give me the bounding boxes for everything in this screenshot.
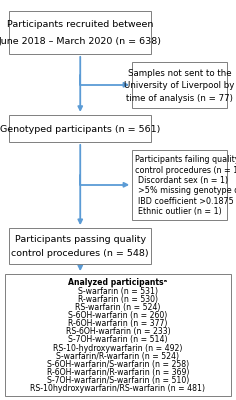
Text: S-warfarin/R-warfarin (n = 524): S-warfarin/R-warfarin (n = 524) <box>56 352 180 361</box>
Text: Participants failing quality: Participants failing quality <box>135 156 236 164</box>
FancyBboxPatch shape <box>9 11 151 54</box>
FancyBboxPatch shape <box>9 115 151 142</box>
Text: S-6OH-warfarin/S-warfarin (n = 258): S-6OH-warfarin/S-warfarin (n = 258) <box>47 360 189 369</box>
Text: Participants recruited between: Participants recruited between <box>7 20 153 29</box>
FancyBboxPatch shape <box>9 228 151 264</box>
Text: R-6OH-warfarin/R-warfarin (n = 369): R-6OH-warfarin/R-warfarin (n = 369) <box>47 368 189 377</box>
Text: RS-warfarin (n = 524): RS-warfarin (n = 524) <box>75 303 161 312</box>
Text: Genotyped participants (n = 561): Genotyped participants (n = 561) <box>0 125 160 134</box>
Text: Discordant sex (n = 1): Discordant sex (n = 1) <box>138 176 228 185</box>
Text: R-warfarin (n = 530): R-warfarin (n = 530) <box>78 295 158 304</box>
Text: IBD coefficient >0.1875 (n = 9): IBD coefficient >0.1875 (n = 9) <box>138 197 236 206</box>
Text: June 2018 – March 2020 (n = 638): June 2018 – March 2020 (n = 638) <box>0 38 162 46</box>
Text: control procedures (n = 13): control procedures (n = 13) <box>135 166 236 175</box>
Text: Ethnic outlier (n = 1): Ethnic outlier (n = 1) <box>138 207 222 216</box>
Text: Samples not sent to the: Samples not sent to the <box>127 69 231 78</box>
Text: control procedures (n = 548): control procedures (n = 548) <box>11 249 149 258</box>
Text: S-warfarin (n = 531): S-warfarin (n = 531) <box>78 286 158 296</box>
Text: University of Liverpool by: University of Liverpool by <box>124 81 235 90</box>
Text: S-6OH-warfarin (n = 260): S-6OH-warfarin (n = 260) <box>68 311 168 320</box>
Text: >5% missing genotype data (n = 2): >5% missing genotype data (n = 2) <box>138 186 236 196</box>
Text: RS-10hydroxywarfarin/RS-warfarin (n = 481): RS-10hydroxywarfarin/RS-warfarin (n = 48… <box>30 384 206 393</box>
FancyBboxPatch shape <box>5 274 231 396</box>
Text: S-7OH-warfarin (n = 514): S-7OH-warfarin (n = 514) <box>68 335 168 344</box>
FancyBboxPatch shape <box>132 62 227 108</box>
Text: R-6OH-warfarin (n = 377): R-6OH-warfarin (n = 377) <box>68 319 168 328</box>
Text: Analyzed participantsᵃ: Analyzed participantsᵃ <box>68 278 168 287</box>
Text: S-7OH-warfarin/S-warfarin (n = 510): S-7OH-warfarin/S-warfarin (n = 510) <box>47 376 189 385</box>
Text: RS-10-hydroxywarfarin (n = 492): RS-10-hydroxywarfarin (n = 492) <box>53 344 183 352</box>
FancyBboxPatch shape <box>132 150 227 220</box>
Text: Participants passing quality: Participants passing quality <box>15 235 146 244</box>
Text: time of analysis (n = 77): time of analysis (n = 77) <box>126 94 233 103</box>
Text: RS-6OH-warfarin (n = 233): RS-6OH-warfarin (n = 233) <box>66 327 170 336</box>
